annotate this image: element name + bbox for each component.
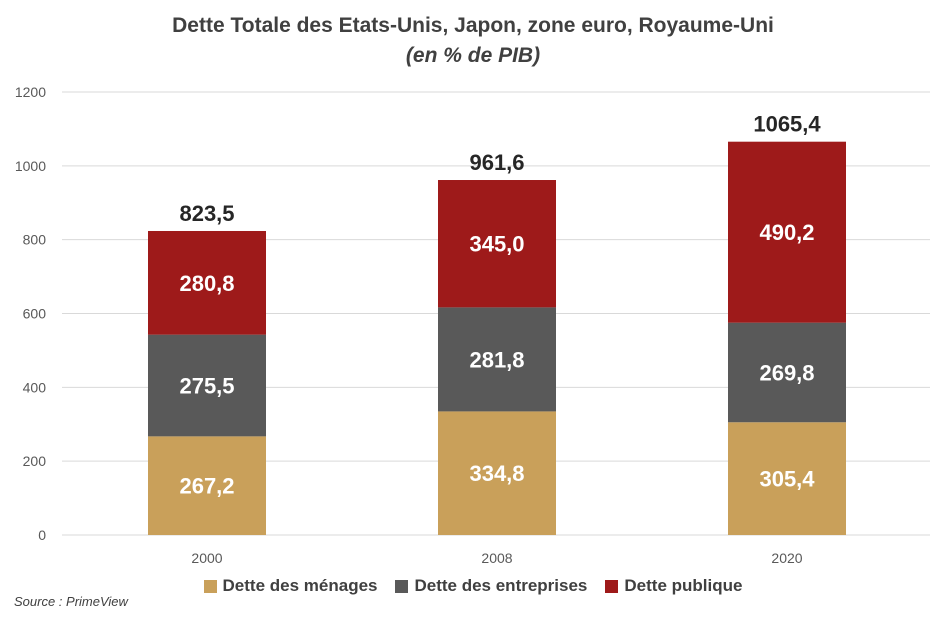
data-label: 490,2	[759, 220, 814, 245]
legend-swatch-publique	[605, 579, 619, 593]
y-tick-label: 400	[23, 379, 47, 395]
y-tick-label: 1200	[15, 84, 46, 100]
data-label: 305,4	[759, 467, 815, 492]
total-label: 961,6	[469, 150, 524, 175]
data-label: 280,8	[179, 271, 234, 296]
legend-item-entreprises: Dette des entreprises	[395, 576, 587, 596]
chart-subtitle: (en % de PIB)	[405, 44, 541, 67]
y-tick-label: 0	[38, 527, 46, 543]
source-note: Source : PrimeView	[14, 594, 128, 609]
bar-segment	[438, 411, 556, 535]
legend-label-entreprises: Dette des entreprises	[414, 576, 588, 595]
data-label: 281,8	[469, 347, 524, 372]
bar-segment	[728, 141, 846, 323]
legend-swatch-entreprises	[395, 579, 409, 593]
legend-swatch-menages	[203, 579, 217, 593]
bar-segment	[148, 230, 266, 335]
legend: Dette des ménages Dette des entreprises …	[0, 576, 946, 596]
y-tick-label: 1000	[15, 158, 46, 174]
data-label: 269,8	[759, 360, 814, 385]
x-tick-label: 2008	[481, 550, 512, 566]
data-label: 275,5	[179, 374, 234, 399]
y-tick-label: 200	[23, 453, 47, 469]
y-tick-label: 600	[23, 306, 47, 322]
bar-segment	[728, 422, 846, 535]
y-tick-label: 800	[23, 232, 47, 248]
legend-label-menages: Dette des ménages	[222, 576, 378, 595]
data-label: 345,0	[469, 232, 524, 257]
total-label: 823,5	[179, 201, 234, 226]
x-tick-label: 2020	[771, 550, 802, 566]
bar-segment	[438, 180, 556, 308]
legend-item-menages: Dette des ménages	[203, 576, 378, 596]
legend-item-publique: Dette publique	[605, 576, 742, 596]
bar-segment	[148, 436, 266, 535]
chart-title: Dette Totale des Etats-Unis, Japon, zone…	[172, 14, 774, 37]
data-label: 334,8	[469, 461, 524, 486]
x-tick-label: 2000	[191, 550, 222, 566]
total-label: 1065,4	[753, 112, 821, 137]
legend-label-publique: Dette publique	[624, 576, 743, 595]
bar-segment	[148, 334, 266, 437]
bar-segment	[438, 307, 556, 412]
bar-segment	[728, 322, 846, 423]
data-label: 267,2	[179, 474, 234, 499]
